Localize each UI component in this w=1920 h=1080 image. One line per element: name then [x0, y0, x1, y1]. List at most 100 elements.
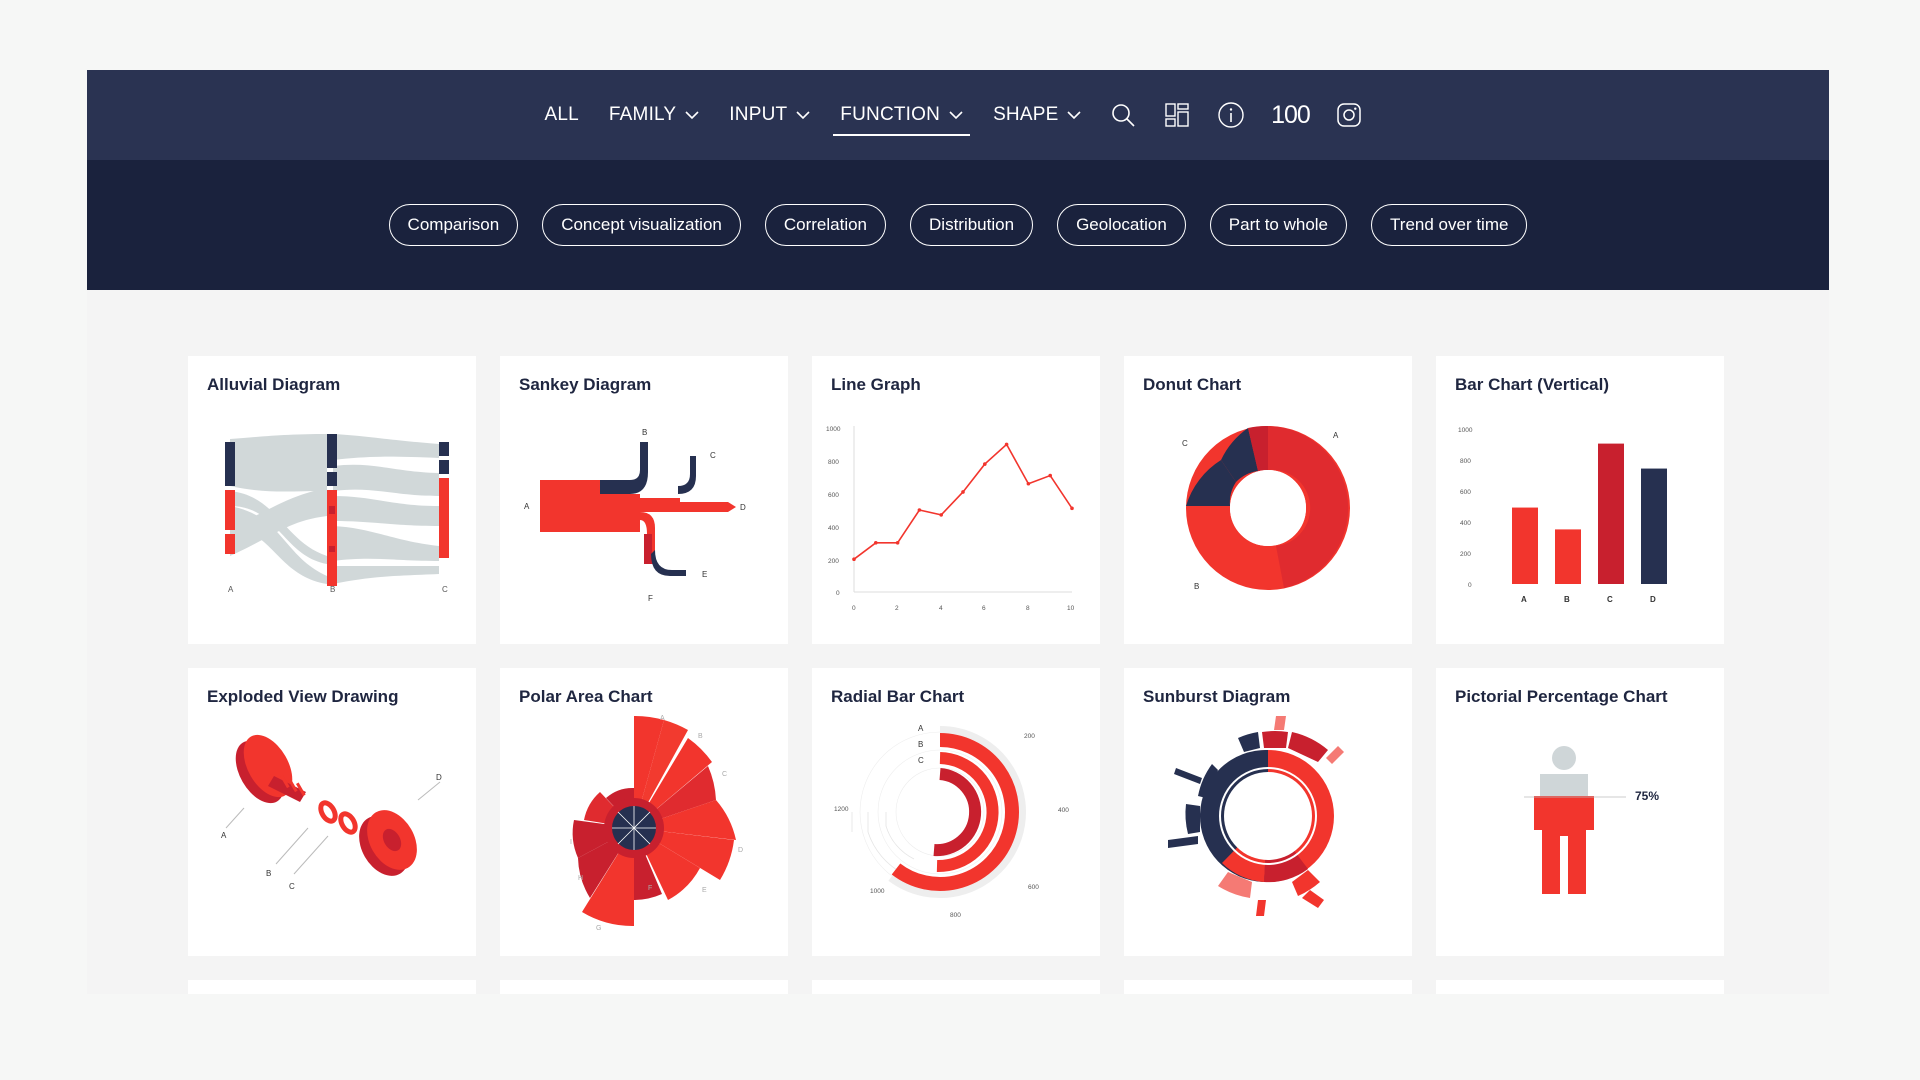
axis-label: C: [442, 585, 448, 594]
radial-tick: 800: [950, 912, 961, 919]
filter-comparison[interactable]: Comparison: [388, 204, 519, 246]
sector-label: A: [660, 715, 665, 722]
card-radial-bar-chart[interactable]: Radial Bar Chart A B C: [812, 668, 1100, 956]
nav-function-label: FUNCTION: [840, 104, 941, 125]
chevron-down-icon: [949, 110, 963, 119]
part-label: B: [266, 869, 271, 878]
y-tick: 1000: [826, 426, 841, 433]
bar-a: [1512, 507, 1538, 584]
nav-function[interactable]: FUNCTION: [833, 85, 970, 145]
bar-label: C: [918, 756, 924, 765]
card-exploded-view-drawing[interactable]: Exploded View Drawing: [188, 668, 476, 956]
sector-label: E: [702, 887, 707, 894]
line-point: [1048, 473, 1052, 478]
line-point: [1004, 442, 1009, 447]
card-title: Line Graph: [831, 375, 921, 394]
nav-shape[interactable]: SHAPE: [986, 85, 1088, 145]
100-icon[interactable]: 100: [1270, 100, 1311, 130]
nav-input[interactable]: INPUT: [722, 85, 817, 145]
filter-concept-visualization[interactable]: Concept visualization: [542, 204, 741, 246]
info-icon[interactable]: [1216, 100, 1246, 130]
y-tick: 200: [828, 558, 839, 565]
filter-distribution[interactable]: Distribution: [910, 204, 1034, 246]
radial-bar-thumbnail: A B C 200 400 600 800 1000 1200: [834, 724, 1069, 919]
nav-family[interactable]: FAMILY: [602, 85, 706, 145]
chart-card-grid: Alluvial Diagram: [188, 356, 1732, 994]
bar-b: [1555, 529, 1581, 584]
x-tick: C: [1607, 595, 1613, 604]
search-icon[interactable]: [1108, 100, 1138, 130]
x-tick: A: [1521, 595, 1527, 604]
line-point: [874, 541, 878, 545]
sector-label: I: [570, 839, 572, 846]
card-bar-chart-vertical[interactable]: Bar Chart (Vertical) 1000 800 600 400 20…: [1436, 356, 1724, 644]
radial-tick: 1200: [834, 806, 849, 813]
radial-tick: 600: [1028, 884, 1039, 891]
line-point: [852, 557, 856, 561]
line-point: [917, 508, 922, 512]
card-placeholder: [500, 980, 788, 994]
instagram-icon[interactable]: [1334, 100, 1364, 130]
line-point: [939, 513, 943, 517]
filter-part-to-whole[interactable]: Part to whole: [1209, 204, 1348, 246]
card-sankey-diagram[interactable]: Sankey Diagram A B C D E F: [500, 356, 788, 644]
card-title: Sankey Diagram: [519, 375, 652, 394]
card-placeholder: [188, 980, 476, 994]
y-tick: 600: [1460, 489, 1471, 496]
sector-label: C: [722, 771, 727, 778]
exploded-view-thumbnail: A B C D: [221, 734, 442, 891]
app-frame: ALL FAMILY INPUT FUNCTION SHAPE 100 Comp…: [87, 70, 1829, 994]
sunburst-thumbnail: [1168, 716, 1344, 916]
bar-chart-thumbnail: 1000 800 600 400 200 0 A B C D: [1458, 427, 1667, 604]
node-label: F: [648, 594, 653, 603]
line-point: [1026, 481, 1031, 486]
y-tick: 800: [828, 459, 839, 466]
card-pictorial-percentage-chart[interactable]: Pictorial Percentage Chart 75%: [1436, 668, 1724, 956]
node-label: D: [740, 503, 746, 512]
donut-thumbnail: A B C: [1182, 425, 1350, 591]
line-point: [1070, 506, 1074, 511]
filter-correlation[interactable]: Correlation: [764, 204, 887, 246]
line-graph-thumbnail: 1000 800 600 400 200 0 0 2 4 6 8 10: [826, 426, 1075, 612]
card-placeholder: [1124, 980, 1412, 994]
card-line-graph[interactable]: Line Graph 1000 800 600 400 200 0 0 2 4 …: [812, 356, 1100, 644]
card-title: Pictorial Percentage Chart: [1455, 687, 1668, 706]
nav-family-label: FAMILY: [608, 104, 677, 125]
card-title: Sunburst Diagram: [1143, 687, 1291, 706]
card-sunburst-diagram[interactable]: Sunburst Diagram: [1124, 668, 1412, 956]
y-tick: 1000: [1458, 427, 1473, 434]
line-point: [983, 462, 987, 466]
grid-layout-icon[interactable]: [1162, 100, 1192, 130]
nav-all[interactable]: ALL: [538, 85, 586, 145]
sector-label: H: [578, 875, 583, 882]
alluvial-thumbnail: A B C: [225, 434, 449, 594]
x-tick: 4: [939, 605, 943, 612]
card-placeholder: [1436, 980, 1724, 994]
x-tick: 0: [852, 605, 856, 612]
slice-label: B: [1194, 582, 1199, 591]
card-polar-area-chart[interactable]: Polar Area Chart: [500, 668, 788, 956]
part-label: C: [289, 882, 295, 891]
sector-label: F: [648, 885, 652, 892]
card-alluvial-diagram[interactable]: Alluvial Diagram: [188, 356, 476, 644]
y-tick: 600: [828, 492, 839, 499]
radial-tick: 200: [1024, 733, 1035, 740]
x-tick: 8: [1026, 605, 1030, 612]
y-tick: 0: [836, 590, 840, 597]
slice-label: A: [1333, 431, 1339, 440]
filter-trend-over-time[interactable]: Trend over time: [1371, 204, 1528, 246]
node-label: C: [710, 451, 716, 460]
x-tick: 10: [1067, 605, 1075, 612]
y-tick: 400: [828, 525, 839, 532]
card-donut-chart[interactable]: Donut Chart A B C: [1124, 356, 1412, 644]
nav-shape-label: SHAPE: [993, 104, 1059, 125]
radial-tick: 1000: [870, 888, 885, 895]
part-label: D: [436, 773, 442, 782]
line-point: [961, 490, 965, 494]
card-placeholder: [812, 980, 1100, 994]
x-tick: B: [1564, 595, 1570, 604]
card-title: Donut Chart: [1143, 375, 1242, 394]
axis-label: A: [228, 585, 234, 594]
filter-geolocation[interactable]: Geolocation: [1057, 204, 1186, 246]
100-icon-label: 100: [1271, 100, 1311, 129]
